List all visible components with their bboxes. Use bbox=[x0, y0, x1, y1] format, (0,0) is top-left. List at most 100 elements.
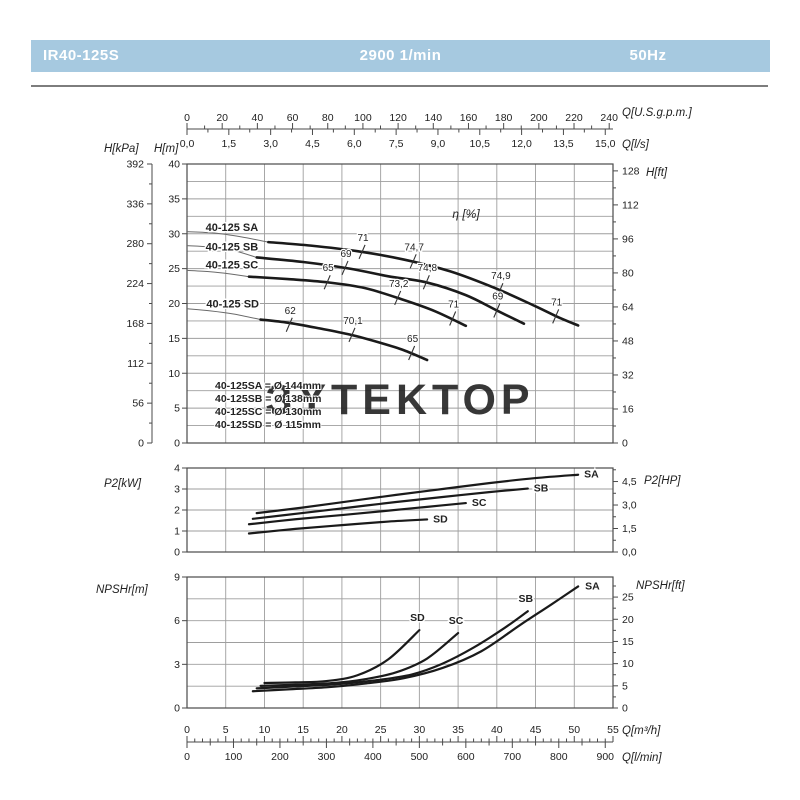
npshr-m-axis: 0 3 6 9 NPSHr[m] bbox=[96, 572, 187, 715]
hft-axis-label: H[ft] bbox=[646, 167, 668, 179]
tick-label: 16 bbox=[622, 403, 634, 415]
tick-label: 800 bbox=[550, 751, 568, 763]
tick-label: 60 bbox=[287, 112, 299, 124]
curve-40-125-SA: 40-125 SA 71 74,7 74,9 71 bbox=[186, 220, 580, 327]
pump-model-title: IR40-125S bbox=[43, 47, 120, 64]
efficiency-value: 62 bbox=[285, 306, 297, 317]
npshr-curve-label: SC bbox=[449, 615, 464, 627]
curve-thin-segment bbox=[186, 231, 269, 243]
tick-label: 280 bbox=[126, 238, 144, 250]
tick-label: 40 bbox=[252, 112, 264, 124]
tick-label: 900 bbox=[596, 751, 614, 763]
tick-label: 220 bbox=[565, 112, 583, 124]
tick-label: 64 bbox=[622, 301, 634, 313]
tick-label: 400 bbox=[364, 751, 382, 763]
tick-label: 9 bbox=[174, 572, 180, 584]
grid bbox=[187, 164, 613, 443]
tick-label: 55 bbox=[607, 724, 619, 736]
tick-label: 1,5 bbox=[622, 523, 637, 535]
tick-label: 45 bbox=[530, 724, 542, 736]
tick-label: 4,5 bbox=[622, 476, 637, 488]
tick-label: 4 bbox=[174, 463, 180, 475]
tick-label: 10 bbox=[259, 724, 271, 736]
p2hp-axis-label: P2[HP] bbox=[644, 475, 681, 487]
usgpm-axis-label: Q[U.S.g.p.m.] bbox=[622, 107, 692, 119]
tick-label: 32 bbox=[622, 369, 634, 381]
power-curve-label: SB bbox=[534, 483, 549, 495]
tick-label: 0 bbox=[622, 438, 628, 450]
tick-label: 25 bbox=[375, 724, 387, 736]
tick-label: 2 bbox=[174, 505, 180, 517]
curve-name-label: 40-125 SB bbox=[206, 241, 259, 253]
tick-label: 15 bbox=[622, 636, 634, 648]
efficiency-value: 74,7 bbox=[404, 242, 424, 253]
tick-label: 25 bbox=[168, 263, 180, 275]
curve-40-125-SC: 40-125 SC 65 73,2 71 bbox=[186, 258, 468, 328]
curve-path bbox=[255, 473, 580, 515]
p2kw-axis-label: P2[kW] bbox=[104, 478, 142, 490]
tick-label: 0 bbox=[174, 547, 180, 559]
efficiency-value: 70,1 bbox=[343, 316, 363, 327]
tick-label: 392 bbox=[126, 159, 144, 171]
tick-label: 0 bbox=[174, 438, 180, 450]
power-curve-label: SA bbox=[584, 469, 599, 481]
tick-label: 5 bbox=[174, 403, 180, 415]
bottom-flow-axis: 0 5 10 15 20 25 30 35 40 45 50 55 0 100 200 300 400 500 60… bbox=[184, 724, 662, 764]
tick-label: 56 bbox=[132, 398, 144, 410]
curve-path bbox=[251, 585, 580, 693]
npshr-curve-label: SD bbox=[410, 612, 425, 624]
tick-label: 6,0 bbox=[347, 138, 362, 150]
efficiency-value: 69 bbox=[492, 291, 504, 302]
tick-label: 40 bbox=[491, 724, 503, 736]
curve-name-label: 40-125 SC bbox=[206, 259, 259, 271]
tick-label: 112 bbox=[127, 358, 144, 370]
curve-thin-segment bbox=[186, 308, 261, 321]
ls-axis-label: Q[l/s] bbox=[622, 139, 650, 151]
tick-label: 4,5 bbox=[305, 138, 320, 150]
tick-label: 140 bbox=[425, 112, 443, 124]
tick-label: 10,5 bbox=[470, 138, 491, 150]
tick-label: 10 bbox=[168, 368, 180, 380]
tick-label: 240 bbox=[600, 112, 618, 124]
tick-label: 112 bbox=[622, 199, 639, 211]
tick-label: 0,0 bbox=[180, 138, 195, 150]
curve-40-125-SD: 40-125 SD 62 70,1 65 bbox=[186, 297, 429, 362]
head-kpa-axis: 0 56 112 168 224 280 336 392 H[kPa] bbox=[104, 143, 153, 450]
curve-path bbox=[263, 629, 421, 685]
tick-label: 0,0 bbox=[622, 547, 637, 559]
efficiency-value: 71 bbox=[357, 233, 369, 244]
curve-name-label: 40-125 SD bbox=[206, 299, 259, 311]
curve-operating-segment bbox=[267, 240, 580, 327]
tick-label: 700 bbox=[504, 751, 522, 763]
header-bar: IR40-125S 2900 1/min 50Hz bbox=[31, 40, 770, 72]
header-divider bbox=[31, 85, 768, 87]
tick-label: 20 bbox=[168, 298, 180, 310]
curve-path bbox=[259, 631, 460, 687]
tick-label: 5 bbox=[622, 680, 628, 692]
curve-path bbox=[247, 501, 467, 526]
efficiency-value: 74,9 bbox=[491, 271, 511, 282]
tick-label: 6 bbox=[174, 615, 180, 627]
efficiency-value: 65 bbox=[407, 334, 419, 345]
tick-label: 96 bbox=[622, 233, 634, 245]
eta-percent-label: η [%] bbox=[452, 207, 480, 221]
tick-label: 15,0 bbox=[595, 138, 616, 150]
power-curve-SA: SA bbox=[255, 467, 601, 515]
tick-label: 336 bbox=[126, 198, 144, 210]
tick-label: 100 bbox=[225, 751, 243, 763]
power-curve-SC: SC bbox=[247, 496, 488, 526]
power-hp-axis: 0,0 1,5 3,0 4,5 P2[HP] bbox=[613, 469, 681, 559]
lmin-axis-label: Q[l/min] bbox=[622, 752, 662, 764]
m3h-axis-label: Q[m³/h] bbox=[622, 725, 661, 737]
tick-label: 0 bbox=[184, 751, 190, 763]
tick-label: 15 bbox=[297, 724, 309, 736]
tick-label: 128 bbox=[622, 165, 640, 177]
impeller-legend-line: 40-125SB = Ø 138mm bbox=[215, 393, 322, 405]
npshr-curve-label: SA bbox=[585, 580, 600, 592]
npshrft-axis-label: NPSHr[ft] bbox=[636, 580, 685, 592]
tick-label: 300 bbox=[318, 751, 336, 763]
tick-label: 200 bbox=[271, 751, 289, 763]
efficiency-value: 71 bbox=[551, 297, 563, 308]
